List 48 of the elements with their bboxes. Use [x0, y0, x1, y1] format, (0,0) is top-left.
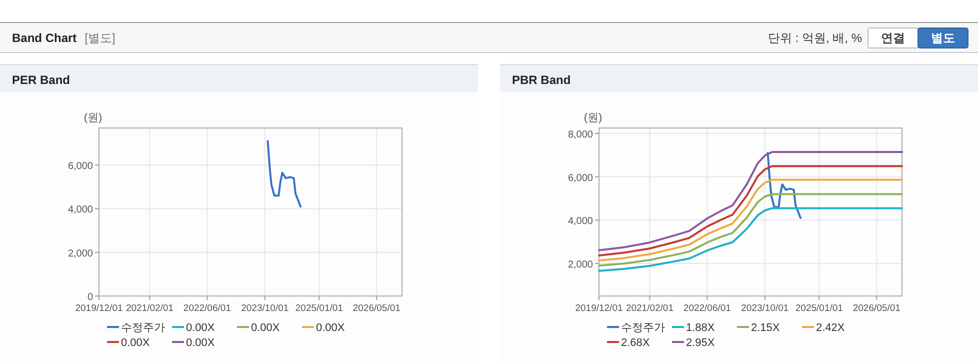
x-tick-label: 2023/10/01 [241, 303, 289, 314]
legend-label: 0.00X [251, 322, 280, 334]
y-tick-label: 4,000 [68, 204, 94, 216]
legend-label: 0.00X [121, 337, 150, 349]
line-series [598, 151, 903, 252]
legend-label: 1.88X [686, 322, 716, 334]
line-series [598, 165, 903, 256]
y-tick-label: 6,000 [68, 161, 94, 172]
line-series [598, 207, 903, 272]
x-tick-label: 2022/06/01 [683, 303, 731, 314]
x-tick-label: 2022/06/01 [183, 303, 231, 314]
x-tick-label: 2026/05/01 [352, 303, 400, 314]
x-tick-label: 2021/02/01 [626, 303, 674, 314]
line-series [266, 140, 302, 208]
y-tick-label: 2,000 [568, 259, 594, 270]
line-series [598, 178, 903, 262]
text: [별도] [84, 31, 116, 45]
legend-label: 0.00X [316, 322, 346, 334]
x-tick-label: 2023/10/01 [741, 303, 789, 314]
x-tick-label: 2025/01/01 [795, 303, 843, 314]
text: 별도 [931, 31, 955, 45]
y-tick-label: 6,000 [568, 172, 594, 184]
x-tick-label: 2021/02/01 [126, 303, 174, 314]
legend-label: 2.42X [816, 322, 846, 334]
text: Band Chart [12, 31, 77, 45]
text: 단위 : 억원, 배, % [768, 31, 862, 45]
x-tick-label: 2025/01/01 [295, 303, 343, 314]
y-tick-label: 2,000 [68, 248, 94, 260]
line-series [766, 152, 802, 219]
legend-label: 0.00X [186, 322, 216, 334]
text: 연결 [881, 31, 905, 45]
x-tick-label: 2019/12/01 [75, 303, 123, 314]
legend-label: 수정주가 [121, 322, 165, 334]
legend-label: 수정주가 [621, 322, 665, 334]
x-tick-label: 2026/05/01 [852, 303, 900, 314]
y-axis-title: (원) [584, 112, 602, 124]
chart-title: PER Band [12, 73, 70, 87]
legend-label: 2.15X [751, 322, 780, 334]
legend-label: 2.95X [686, 337, 716, 349]
y-tick-label: 8,000 [568, 129, 594, 140]
y-tick-label: 0 [87, 292, 94, 303]
x-tick-label: 2019/12/01 [575, 303, 623, 314]
legend-label: 0.00X [186, 337, 216, 349]
y-axis-title: (원) [84, 112, 102, 124]
legend-label: 2.68X [621, 337, 650, 349]
y-tick-label: 4,000 [568, 216, 594, 228]
line-series [598, 193, 903, 267]
chart-title: PBR Band [512, 73, 571, 87]
